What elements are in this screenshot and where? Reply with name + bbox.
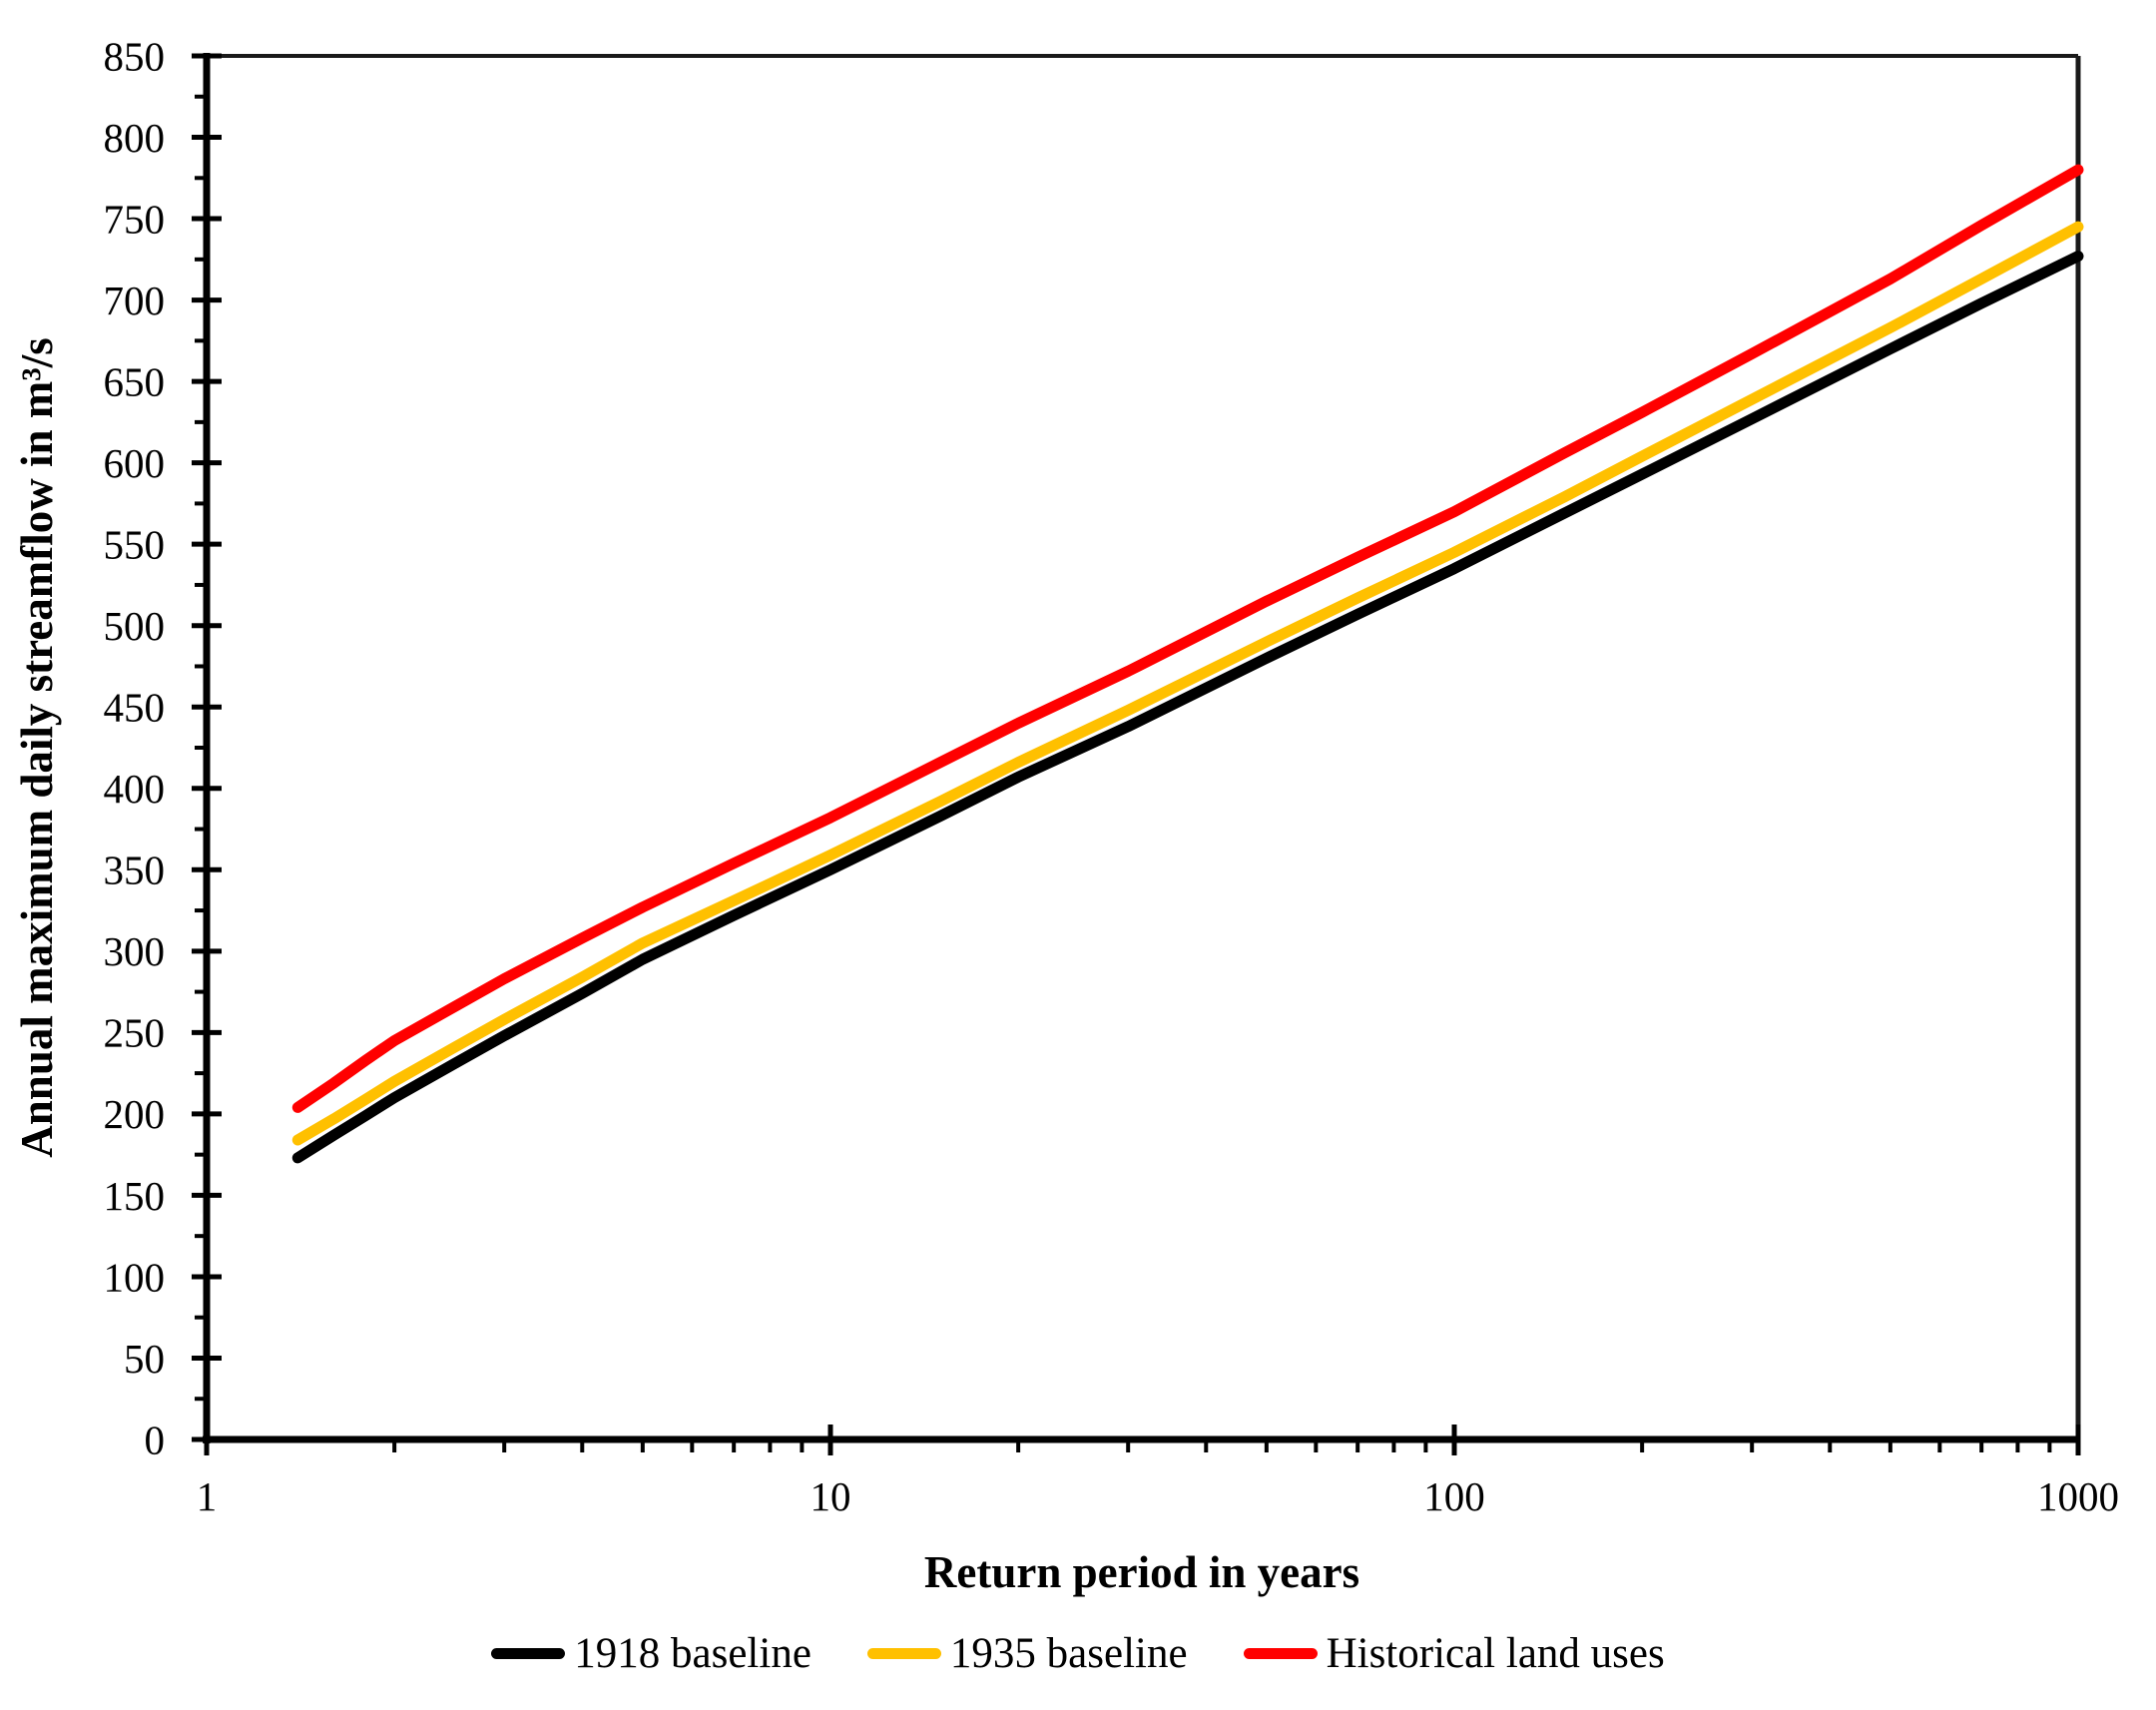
y-tick-label-400: 400	[104, 766, 166, 812]
legend-swatch-historical-land-uses	[1243, 1648, 1318, 1659]
chart-legend: 1918 baseline 1935 baseline Historical l…	[0, 1629, 2156, 1678]
series-lines	[291, 164, 2084, 1164]
y-tick-label-600: 600	[104, 440, 166, 486]
y-tick-label-200: 200	[104, 1091, 166, 1137]
y-tick-label-550: 550	[104, 522, 166, 568]
x-tick-label-1: 1	[197, 1473, 218, 1519]
series-line-historical-land-uses	[291, 164, 2084, 1113]
legend-label-1918-baseline: 1918 baseline	[574, 1630, 811, 1677]
series-line-1918-baseline	[291, 251, 2084, 1164]
y-tick-label-350: 350	[104, 848, 166, 893]
y-tick-label-50: 50	[124, 1336, 165, 1382]
plot-border	[203, 53, 2081, 1443]
y-tick-label-850: 850	[104, 33, 166, 79]
tick-labels: 0 50 100 150 200 250 300 350 400 450 500 550 600 650 7…	[104, 33, 2120, 1519]
y-tick-label-300: 300	[104, 928, 166, 974]
y-tick-label-100: 100	[104, 1254, 166, 1300]
y-tick-label-0: 0	[145, 1417, 166, 1462]
y-tick-label-650: 650	[104, 358, 166, 404]
x-tick-label-10: 10	[810, 1473, 851, 1519]
y-tick-label-500: 500	[104, 603, 166, 649]
legend-label-1935-baseline: 1935 baseline	[949, 1630, 1188, 1677]
legend-swatch-1918-baseline	[491, 1648, 566, 1659]
x-tick-label-1000: 1000	[2037, 1473, 2119, 1519]
legend-item-1935-baseline: 1935 baseline	[866, 1629, 1188, 1678]
x-tick-label-100: 100	[1423, 1473, 1485, 1519]
y-tick-label-700: 700	[104, 278, 166, 323]
y-tick-label-150: 150	[104, 1173, 166, 1219]
series-line-1935-baseline	[291, 221, 2084, 1146]
x-axis-title: Return period in years	[924, 1547, 1359, 1597]
y-tick-label-750: 750	[104, 196, 166, 242]
y-tick-label-800: 800	[104, 115, 166, 161]
y-tick-label-450: 450	[104, 685, 166, 731]
legend-item-historical-land-uses: Historical land uses	[1243, 1629, 1665, 1678]
y-axis-title: Annual maximum daily streamflow in m³/s	[12, 337, 62, 1157]
legend-label-historical-land-uses: Historical land uses	[1326, 1630, 1665, 1677]
axis-ticks	[192, 53, 2081, 1455]
legend-swatch-1935-baseline	[866, 1648, 941, 1659]
y-tick-label-250: 250	[104, 1010, 166, 1056]
legend-item-1918-baseline: 1918 baseline	[491, 1629, 811, 1678]
